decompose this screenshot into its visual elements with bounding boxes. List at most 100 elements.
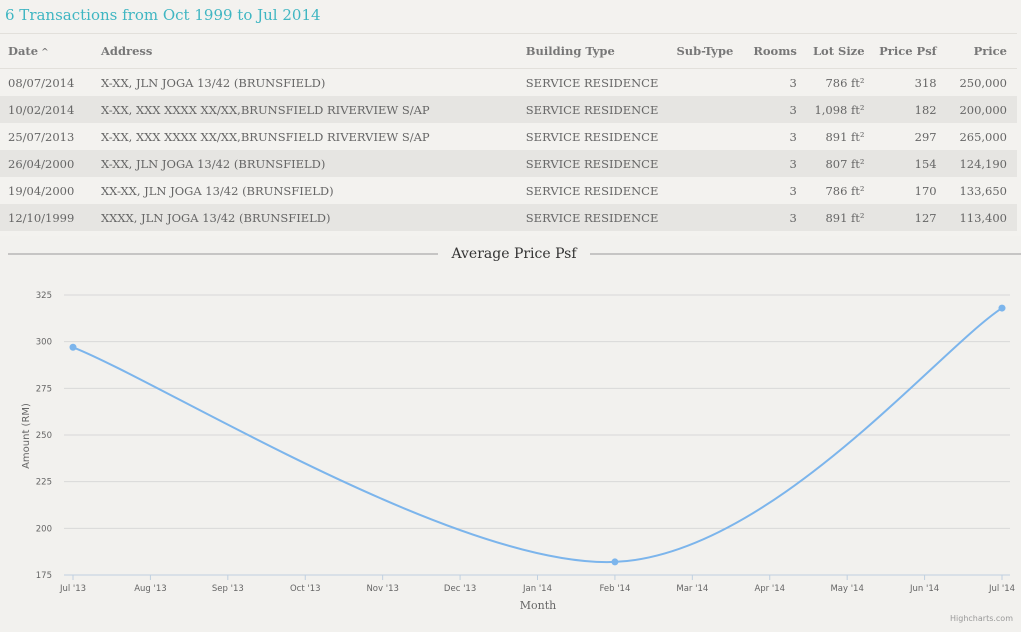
- column-header-date[interactable]: Date ^: [0, 33, 101, 69]
- x-tick-label: Nov '13: [366, 584, 398, 594]
- cell-rooms: 3: [738, 204, 797, 231]
- grid-lines: [64, 294, 1010, 529]
- cell-date: 19/04/2000: [8, 183, 75, 198]
- table-row: 25/07/2013 X-XX, XXX XXXX XX/XX,BRUNSFIE…: [0, 123, 1017, 150]
- cell-date: 10/02/2014: [0, 96, 101, 123]
- cell-sub-type: [676, 123, 738, 150]
- data-point[interactable]: [998, 304, 1006, 312]
- cell-lot-size: 891 ft²: [825, 129, 865, 144]
- column-header-rooms[interactable]: Rooms: [738, 33, 797, 69]
- cell-date: 08/07/2014: [8, 75, 75, 90]
- cell-address: X-XX, JLN JOGA 13/42 (BRUNSFIELD): [101, 150, 526, 177]
- cell-building-type: SERVICE RESIDENCE: [525, 204, 677, 231]
- cell-rooms: 3: [738, 96, 797, 123]
- chart-credit[interactable]: Highcharts.com: [950, 614, 1013, 623]
- cell-rooms: 3: [789, 75, 797, 90]
- cell-building-type: SERVICE RESIDENCE: [525, 183, 659, 198]
- transactions-table: Date ^ Address Building Type Sub-Type Roo…: [0, 33, 1017, 231]
- x-tick-label: Oct '13: [290, 584, 321, 594]
- y-tick-label: 250: [36, 431, 52, 441]
- column-header-price[interactable]: Price: [936, 33, 1017, 69]
- column-header-price-psf[interactable]: Price Psf: [864, 33, 937, 69]
- cell-date: 12/10/1999: [0, 204, 101, 231]
- cell-sub-type: [676, 204, 739, 231]
- transactions-panel: 6 Transactions from Oct 1999 to Jul 2014…: [0, 0, 1021, 236]
- cell-building-type: SERVICE RESIDENCE: [525, 96, 677, 123]
- cell-price: 124,190: [936, 150, 1017, 177]
- y-tick-label: 225: [36, 478, 52, 488]
- chart-svg: Average Price Psf 175200225250275300325 …: [8, 246, 1021, 623]
- x-axis-labels: Jul '13 Aug '13 Sep '13 Oct '13 Nov '13 Dec '…: [59, 575, 1015, 594]
- cell-lot-size: 1,098 ft²: [796, 96, 865, 123]
- cell-date: 26/04/2000: [0, 150, 101, 177]
- table-row: 19/04/2000 XX-XX, JLN JOGA 13/42 (BRUNSF…: [0, 177, 1017, 204]
- price-psf-chart: Average Price Psf 175 200 225 250 275 300 325 …: [0, 240, 1021, 628]
- cell-address: XX-XX, JLN JOGA 13/42 (BRUNSFIELD): [101, 183, 334, 198]
- cell-price-psf: 127: [864, 204, 937, 231]
- column-header-address[interactable]: Address: [101, 33, 526, 69]
- table-row: 12/10/1999 XXXX, JLN JOGA 13/42 (BRUNSFI…: [0, 204, 1017, 231]
- x-tick-label: Jul '14: [988, 584, 1015, 594]
- cell-price-psf: 318: [914, 75, 937, 90]
- y-tick-label: 300: [36, 338, 52, 348]
- cell-price-psf: 154: [864, 150, 937, 177]
- cell-price: 113,400: [936, 204, 1017, 231]
- x-tick-label: Jun '14: [909, 584, 939, 594]
- chart-title: Average Price Psf: [450, 246, 578, 262]
- cell-price: 133,650: [959, 183, 1007, 198]
- cell-price-psf: 182: [864, 96, 937, 123]
- data-point[interactable]: [69, 343, 77, 351]
- data-point[interactable]: [611, 558, 619, 566]
- transactions-heading: 6 Transactions from Oct 1999 to Jul 2014: [5, 6, 321, 24]
- x-tick-label: Feb '14: [599, 584, 630, 594]
- cell-price: 200,000: [936, 96, 1017, 123]
- cell-address: X-XX, JLN JOGA 13/42 (BRUNSFIELD): [101, 75, 326, 90]
- table-header-row: Date ^ Address Building Type Sub-Type Roo…: [0, 33, 1017, 69]
- column-header-lot-size[interactable]: Lot Size: [796, 33, 865, 69]
- cell-price-psf: 297: [914, 129, 937, 144]
- column-header-building-type[interactable]: Building Type: [525, 33, 677, 69]
- x-tick-label: Sep '13: [212, 584, 244, 594]
- y-axis-title: Amount (RM): [21, 403, 32, 469]
- cell-sub-type: [676, 177, 738, 204]
- cell-lot-size: 807 ft²: [796, 150, 865, 177]
- x-tick-label: Mar '14: [676, 584, 708, 594]
- cell-building-type: SERVICE RESIDENCE: [525, 129, 659, 144]
- cell-building-type: SERVICE RESIDENCE: [525, 150, 677, 177]
- cell-rooms: 3: [789, 183, 797, 198]
- y-tick-label: 275: [36, 384, 52, 394]
- x-tick-label: May '14: [830, 584, 863, 594]
- cell-sub-type: [676, 96, 739, 123]
- x-tick-label: Jan '14: [522, 584, 552, 594]
- series-points: [69, 304, 1006, 566]
- x-tick-label: Apr '14: [754, 584, 785, 594]
- cell-date: 25/07/2013: [8, 129, 75, 144]
- y-tick-label: 175: [36, 571, 52, 581]
- table-row: 26/04/2000 X-XX, JLN JOGA 13/42 (BRUNSFI…: [0, 150, 1017, 177]
- x-tick-label: Aug '13: [134, 584, 166, 594]
- cell-sub-type: [676, 69, 738, 97]
- cell-price: 250,000: [959, 75, 1007, 90]
- cell-lot-size: 786 ft²: [825, 75, 865, 90]
- cell-lot-size: 891 ft²: [796, 204, 865, 231]
- x-tick-label: Dec '13: [444, 584, 476, 594]
- cell-address: XXXX, JLN JOGA 13/42 (BRUNSFIELD): [101, 204, 526, 231]
- y-axis-labels: 175 200 225 250 275 300 325: [36, 291, 52, 581]
- cell-address: X-XX, XXX XXXX XX/XX,BRUNSFIELD RIVERVIE…: [101, 96, 526, 123]
- y-tick-label: 325: [36, 291, 52, 301]
- table-row: 08/07/2014 X-XX, JLN JOGA 13/42 (BRUNSFI…: [0, 69, 1017, 97]
- cell-price-psf: 170: [914, 183, 937, 198]
- cell-rooms: 3: [738, 150, 797, 177]
- column-header-sub-type[interactable]: Sub-Type: [676, 33, 739, 69]
- cell-lot-size: 786 ft²: [825, 183, 865, 198]
- x-tick-label: Jul '13: [59, 584, 86, 594]
- x-axis-title: Month: [520, 599, 556, 612]
- cell-sub-type: [676, 150, 739, 177]
- cell-price: 265,000: [959, 129, 1007, 144]
- cell-building-type: SERVICE RESIDENCE: [525, 75, 659, 90]
- cell-address: X-XX, XXX XXXX XX/XX,BRUNSFIELD RIVERVIE…: [101, 129, 430, 144]
- table-row: 10/02/2014 X-XX, XXX XXXX XX/XX,BRUNSFIE…: [0, 96, 1017, 123]
- cell-rooms: 3: [789, 129, 797, 144]
- sort-ascending-icon[interactable]: ^: [41, 48, 49, 58]
- y-tick-label: 200: [36, 524, 52, 534]
